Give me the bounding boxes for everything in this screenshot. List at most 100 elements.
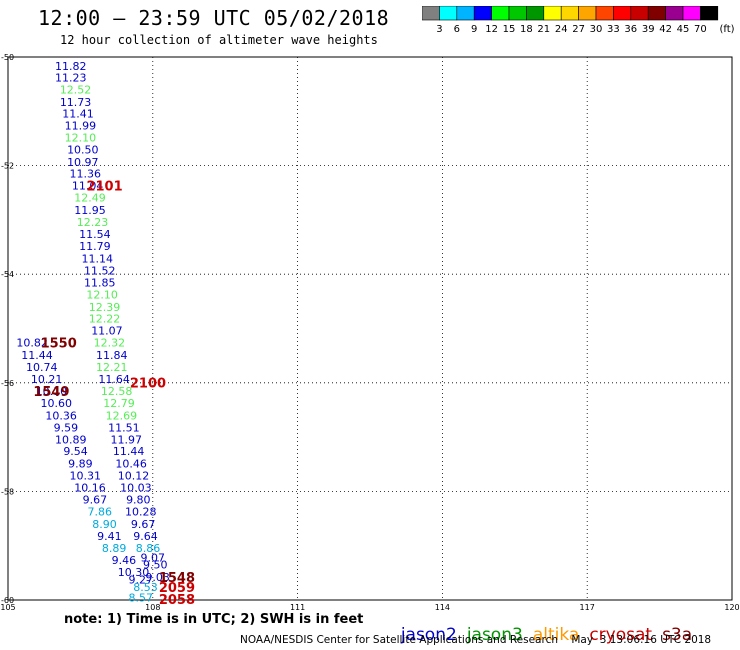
wave-height-label: 9.54 [63,445,88,458]
chart-subtitle: 12 hour collection of altimeter wave hei… [60,33,378,47]
colorbar-tick: 27 [572,24,585,35]
colorbar-tick: 33 [607,24,620,35]
wave-height-label: 12.10 [65,131,97,144]
y-tick-label: -56 [1,379,14,388]
wave-height-label: 11.52 [84,264,116,277]
y-tick-label: -52 [1,162,14,171]
time-label: 1548 [159,571,195,586]
wave-height-label: 9.64 [133,530,158,543]
y-tick-label: -50 [1,53,14,62]
colorbar-tick: 18 [520,24,533,35]
wave-height-label: 12.10 [86,288,118,301]
plot-frame [7,56,733,601]
wave-height-label: 11.73 [60,96,92,109]
satellite-s3a: s3a [662,625,693,645]
wave-height-label: 9.67 [131,518,156,531]
wave-height-label: 8.57 [128,591,153,604]
x-tick-label: 120 [724,603,739,612]
wave-height-label: 10.16 [74,482,106,495]
wave-height-label: 9.41 [97,530,122,543]
wave-height-label: 12.79 [103,397,135,410]
wave-height-label: 9.50 [143,559,168,572]
time-label: 2058 [159,593,195,608]
satellite-jason2: jason2 [400,625,457,645]
x-tick-label: 108 [145,603,160,612]
wave-height-label: 9.03 [145,571,170,584]
satellite-jason3: jason3 [466,625,523,645]
wave-height-label: 10.74 [26,361,58,374]
colorbar-tick: 42 [659,24,672,35]
satellite-cryosat: cryosat [589,625,653,645]
colorbar-unit: (ft) [719,24,734,35]
time-label: 1549 [33,385,69,400]
wave-height-label: 10.28 [125,505,157,518]
wave-height-label: 10.60 [41,397,73,410]
wave-height-label: 11.99 [65,119,97,132]
wave-height-label: 11.64 [98,373,130,386]
satellite-altika: altika [532,625,580,645]
wave-height-label: 9.67 [83,494,108,507]
wave-height-label: 12.39 [89,301,121,314]
wave-height-label: 10.46 [115,458,147,471]
wave-height-label: 12.21 [96,361,128,374]
wave-height-label: 12.32 [94,337,126,350]
wave-height-label: 11.95 [74,204,106,217]
y-tick-label: -60 [1,596,14,605]
colorbar-tick: 9 [471,24,477,35]
colorbar-tick: 36 [624,24,637,35]
x-tick-label: 117 [580,603,595,612]
credit-line: NOAA/NESDIS Center for Satellite Applica… [240,634,712,646]
wave-height-label: 12.58 [101,385,133,398]
wave-height-label: 10.30 [118,566,150,579]
time-label: 2059 [159,581,195,596]
wave-height-label: 11.44 [113,445,145,458]
wave-height-label: 8.86 [136,542,161,555]
wave-height-label: 12.23 [77,216,109,229]
colorbar-tick: 30 [590,24,603,35]
x-tick-label: 111 [290,603,305,612]
wave-height-label: 11.85 [84,276,116,289]
colorbar-tick: 3 [436,24,442,35]
colorbar-tick: 6 [454,24,460,35]
x-tick-label: 114 [435,603,450,612]
wave-height-label: 10.03 [120,482,152,495]
wave-height-label: 11.79 [79,240,111,253]
x-tick-label: 105 [0,603,15,612]
wave-height-label: 10.10 [36,385,68,398]
wave-height-label: 11.84 [96,349,128,362]
chart-title: 12:00 — 23:59 UTC 05/02/2018 [38,6,390,30]
wave-height-label: 11.04 [72,180,104,193]
wave-height-label: 11.54 [79,228,111,241]
time-label: 2101 [86,180,122,195]
wave-height-label: 11.97 [111,433,143,446]
wave-height-label: 11.41 [62,107,94,120]
wave-height-label: 10.50 [67,143,99,156]
colorbar-tick: 24 [555,24,568,35]
colorbar-tick: 15 [503,24,516,35]
wave-height-label: 11.51 [108,421,140,434]
wave-height-label: 9.89 [68,458,93,471]
wave-height-label: 11.07 [91,325,123,338]
wave-height-label: 8.89 [102,542,127,555]
wave-height-label: 10.82 [16,337,48,350]
wave-height-label: 11.82 [55,60,87,73]
wave-height-label: 12.69 [106,409,138,422]
wave-height-label: 8.90 [92,518,117,531]
time-label: 1550 [41,337,77,352]
colorbar-tick: 21 [537,24,550,35]
time-label: 2100 [130,376,166,391]
wave-height-label: 9.80 [126,494,151,507]
satellite-legend: jason2 jason3 altika cryosat s3a [390,605,702,645]
wave-height-label: 9.27 [128,573,153,586]
colorbar-tick: 45 [677,24,690,35]
colorbar-tick: 39 [642,24,655,35]
wave-height-label: 12.52 [60,84,92,97]
y-tick-label: -58 [1,487,14,496]
colorbar-swatch [700,6,719,21]
wave-height-label: 7.86 [87,505,112,518]
wave-height-label: 11.14 [82,252,114,265]
wave-height-label: 10.36 [45,409,77,422]
colorbar-tick: 70 [694,24,707,35]
wave-height-label: 10.12 [118,470,150,483]
